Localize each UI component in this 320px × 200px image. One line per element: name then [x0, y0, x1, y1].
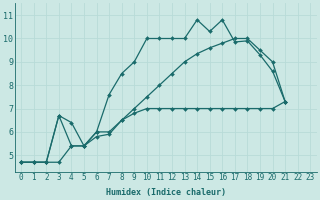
X-axis label: Humidex (Indice chaleur): Humidex (Indice chaleur)	[106, 188, 226, 197]
